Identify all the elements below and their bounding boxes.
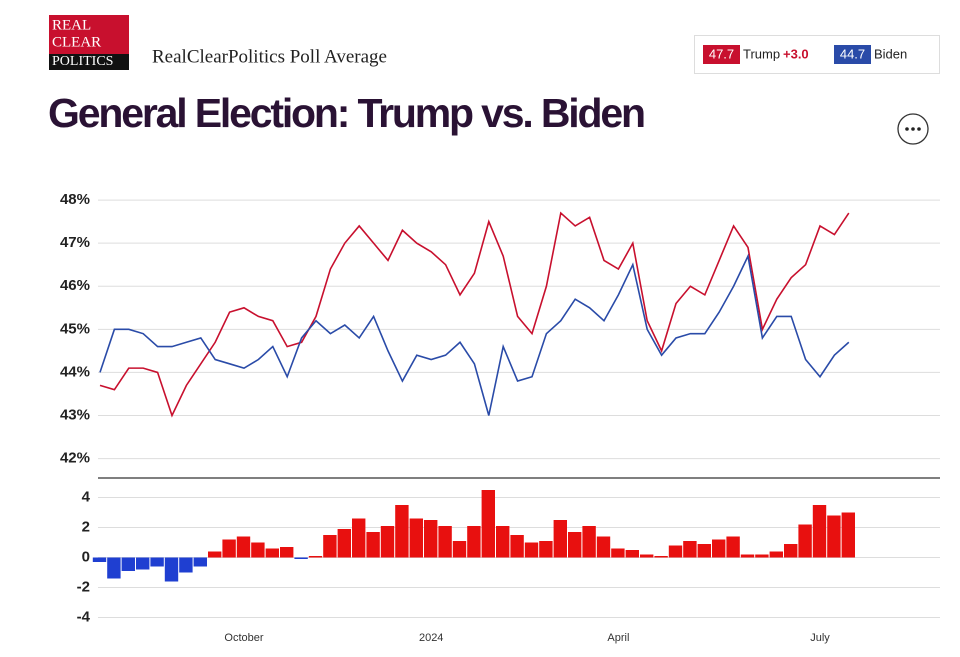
spread-bar bbox=[740, 554, 755, 558]
spread-bar bbox=[409, 518, 423, 558]
legend-value: 44.7 bbox=[840, 46, 865, 61]
spread-bar bbox=[337, 529, 351, 558]
spread-bar bbox=[726, 536, 740, 558]
spread-bar bbox=[668, 545, 683, 558]
logo-band bbox=[49, 54, 129, 70]
legend-value: 47.7 bbox=[709, 46, 734, 61]
spread-bar bbox=[265, 548, 279, 558]
y-tick-label: 2 bbox=[82, 518, 90, 535]
x-tick-label: April bbox=[607, 632, 629, 644]
legend-name: Trump bbox=[743, 46, 780, 61]
line-biden bbox=[99, 253, 850, 416]
y-tick-label: 46% bbox=[60, 277, 90, 294]
spread-bar bbox=[323, 535, 337, 558]
spread-bar bbox=[438, 526, 452, 558]
dot bbox=[905, 127, 909, 131]
spread-bar bbox=[179, 557, 193, 573]
legend-spread: +3.0 bbox=[783, 46, 809, 61]
spread-bar bbox=[150, 557, 164, 567]
y-tick-label: 0 bbox=[82, 548, 90, 565]
y-tick-label: -2 bbox=[77, 578, 90, 595]
spread-bar bbox=[798, 524, 812, 558]
spread-bar bbox=[236, 536, 251, 558]
spread-bar bbox=[294, 557, 308, 559]
logo-line: CLEAR bbox=[52, 34, 101, 50]
spread-bar bbox=[164, 557, 179, 582]
dot bbox=[917, 127, 921, 131]
dot bbox=[911, 127, 915, 131]
spread-bar bbox=[539, 541, 553, 558]
spread-bar bbox=[640, 554, 654, 558]
spread-bar bbox=[524, 542, 539, 558]
spread-bar bbox=[611, 548, 625, 558]
spread-bar bbox=[251, 542, 265, 558]
y-tick-label: 4 bbox=[82, 488, 91, 505]
line-trump bbox=[99, 211, 850, 418]
spread-bar bbox=[352, 518, 366, 558]
y-tick-label: 47% bbox=[60, 234, 90, 251]
spread-bar bbox=[467, 526, 481, 558]
title: General Election: Trump vs. Biden bbox=[48, 90, 646, 136]
spread-bar bbox=[424, 520, 438, 558]
spread-bar bbox=[366, 532, 380, 558]
y-tick-label: 42% bbox=[60, 450, 90, 467]
y-tick-label: 48% bbox=[60, 191, 90, 208]
spread-bar bbox=[208, 551, 222, 558]
logo-line: POLITICS bbox=[52, 54, 113, 69]
spread-bar bbox=[697, 544, 711, 558]
more-button[interactable] bbox=[897, 113, 929, 145]
spread-bar bbox=[683, 541, 697, 558]
spread-bar bbox=[481, 490, 495, 558]
subtitle: RealClearPolitics Poll Average bbox=[152, 46, 387, 67]
spread-bar bbox=[92, 557, 107, 562]
spread-bar bbox=[395, 505, 409, 558]
spread-bar bbox=[712, 539, 726, 558]
spread-bar bbox=[784, 544, 798, 558]
spread-bar bbox=[625, 550, 639, 558]
legend-swatch bbox=[834, 45, 871, 64]
spread-bar bbox=[193, 557, 207, 567]
x-tick-label: July bbox=[810, 632, 830, 644]
y-tick-label: 44% bbox=[60, 363, 90, 380]
spread-bar bbox=[553, 520, 567, 558]
spread-bar bbox=[568, 532, 582, 558]
spread-bar bbox=[380, 526, 395, 558]
spread-bar bbox=[812, 505, 827, 558]
spread-bar bbox=[107, 557, 121, 579]
spread-bar bbox=[308, 556, 323, 558]
spread-bar bbox=[596, 536, 611, 558]
spread-bar bbox=[280, 547, 294, 558]
spread-bar bbox=[136, 557, 150, 570]
y-tick-label: 43% bbox=[60, 406, 90, 423]
spread-bar bbox=[654, 556, 668, 558]
spread-bar bbox=[769, 551, 783, 558]
spread-bar bbox=[755, 554, 769, 558]
legend-name: Biden bbox=[874, 46, 907, 61]
spread-bar bbox=[496, 526, 510, 558]
logo-line: REAL bbox=[52, 17, 91, 33]
x-tick-label: October bbox=[224, 632, 263, 644]
x-tick-label: 2024 bbox=[419, 632, 443, 644]
legend-swatch bbox=[703, 45, 740, 64]
y-tick-label: -4 bbox=[77, 608, 91, 625]
spread-bar bbox=[827, 515, 841, 558]
spread-bar bbox=[841, 512, 855, 558]
spread-bar bbox=[510, 535, 524, 558]
spread-bar bbox=[582, 526, 596, 558]
y-tick-label: 45% bbox=[60, 320, 90, 337]
spread-bar bbox=[222, 539, 236, 558]
spread-bar bbox=[452, 541, 467, 558]
spread-bar bbox=[121, 557, 135, 571]
